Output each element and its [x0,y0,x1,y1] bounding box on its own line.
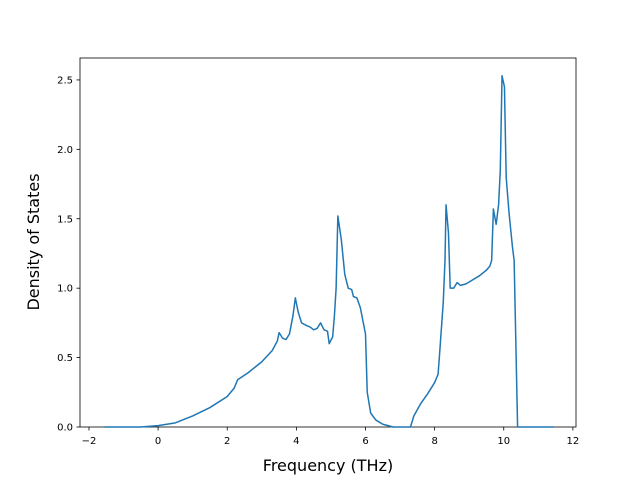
x-tick-label: 6 [362,436,368,447]
x-tick-label: 0 [155,436,161,447]
y-tick-label: 1.0 [57,284,73,295]
plot-frame [79,57,577,428]
x-tick-label: 10 [497,436,510,447]
y-axis-label: Density of States [24,173,43,310]
y-tick-label: 2.0 [57,145,73,156]
x-tick-label: 8 [431,436,437,447]
y-tick-label: 0.0 [57,423,73,434]
y-tick-label: 0.5 [57,353,73,364]
x-tick-label: 4 [293,436,299,447]
x-tick-label: −2 [82,436,97,447]
y-tick-label: 2.5 [57,75,73,86]
x-tick-label: 12 [567,436,580,447]
line-series [104,75,554,428]
y-tick-label: 1.5 [57,214,73,225]
x-tick-label: 2 [224,436,230,447]
x-axis-label: Frequency (THz) [263,456,393,475]
